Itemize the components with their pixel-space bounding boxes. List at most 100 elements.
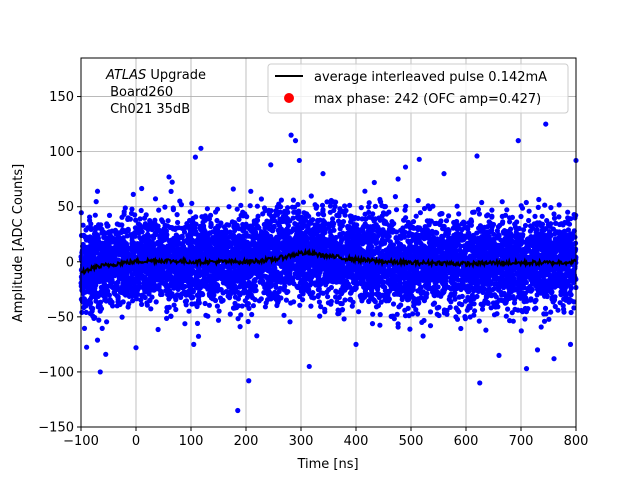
- scatter-point: [92, 314, 98, 321]
- scatter-point: [92, 212, 98, 218]
- scatter-point: [319, 202, 326, 208]
- scatter-point: [336, 294, 342, 300]
- scatter-point: [548, 309, 554, 315]
- scatter-point: [476, 211, 482, 217]
- scatter-point: [382, 203, 388, 210]
- scatter-point: [164, 315, 170, 321]
- scatter-point: [533, 305, 539, 311]
- scatter-point: [522, 222, 529, 229]
- scatter-point: [187, 209, 193, 215]
- scatter-point: [454, 203, 460, 209]
- scatter-point: [300, 199, 306, 205]
- scatter-point: [223, 289, 229, 295]
- scatter-point: [522, 316, 528, 322]
- scatter-point: [462, 298, 469, 304]
- scatter-point: [214, 303, 220, 309]
- scatter-point: [308, 193, 314, 199]
- scatter-point: [96, 317, 102, 323]
- scatter-point: [107, 232, 113, 239]
- scatter-point: [277, 285, 283, 291]
- scatter-point: [365, 204, 372, 210]
- scatter-point: [362, 211, 368, 217]
- scatter-point: [499, 199, 505, 205]
- scatter-point: [347, 242, 353, 249]
- scatter-point: [130, 191, 136, 197]
- scatter-point: [247, 203, 253, 209]
- scatter-point: [339, 301, 345, 307]
- scatter-point: [290, 197, 296, 203]
- scatter-point: [470, 209, 476, 215]
- scatter-point: [238, 312, 244, 318]
- scatter-point: [421, 205, 428, 212]
- scatter-point: [138, 207, 144, 214]
- scatter-point: [475, 206, 481, 212]
- scatter-point: [308, 218, 314, 224]
- scatter-point: [202, 268, 208, 274]
- scatter-point: [342, 265, 348, 271]
- scatter-point: [195, 333, 202, 339]
- scatter-point: [328, 301, 334, 307]
- scatter-point: [105, 223, 111, 229]
- scatter-point: [395, 176, 401, 182]
- scatter-point: [542, 202, 548, 208]
- scatter-point: [391, 291, 398, 297]
- scatter-point: [202, 213, 208, 219]
- scatter-point: [249, 311, 255, 318]
- scatter-point: [242, 298, 248, 304]
- scatter-point: [369, 321, 376, 327]
- scatter-point: [505, 306, 511, 312]
- scatter-point: [392, 194, 398, 200]
- scatter-point: [519, 205, 526, 211]
- scatter-point: [568, 309, 574, 316]
- scatter-point: [179, 241, 186, 247]
- scatter-point: [393, 207, 400, 213]
- scatter-point: [285, 205, 291, 211]
- scatter-point: [163, 288, 169, 294]
- scatter-point: [204, 206, 210, 212]
- scatter-point: [541, 318, 548, 324]
- scatter-point: [504, 207, 510, 213]
- scatter-point: [372, 203, 378, 209]
- scatter-point: [362, 188, 368, 194]
- scatter-point: [417, 210, 423, 216]
- scatter-point: [456, 309, 462, 315]
- scatter-point: [328, 284, 334, 291]
- scatter-point: [484, 250, 490, 256]
- scatter-point: [571, 305, 577, 311]
- scatter-point: [386, 209, 392, 215]
- scatter-point: [380, 227, 386, 233]
- scatter-point: [543, 311, 549, 317]
- scatter-point: [194, 320, 201, 326]
- scatter-point: [294, 222, 300, 228]
- scatter-point: [308, 303, 314, 309]
- scatter-point: [371, 179, 377, 186]
- scatter-point: [80, 222, 86, 228]
- scatter-point: [376, 268, 382, 274]
- scatter-point: [174, 212, 180, 218]
- scatter-point: [366, 240, 372, 246]
- scatter-point: [94, 337, 101, 343]
- scatter-point: [415, 311, 421, 317]
- scatter-point: [500, 219, 506, 225]
- scatter-point: [366, 200, 372, 206]
- scatter-point: [101, 229, 107, 235]
- scatter-point: [394, 311, 400, 317]
- scatter-point: [441, 223, 447, 229]
- scatter-point: [230, 186, 236, 192]
- scatter-point: [250, 303, 256, 309]
- scatter-point: [491, 312, 498, 318]
- scatter-point: [153, 299, 159, 305]
- scatter-point: [523, 199, 529, 206]
- scatter-point: [356, 309, 362, 315]
- scatter-point: [496, 235, 502, 241]
- scatter-point: [526, 217, 532, 224]
- scatter-point: [215, 317, 222, 323]
- scatter-point: [101, 234, 107, 240]
- scatter-point: [375, 303, 381, 309]
- scatter-point: [330, 216, 336, 222]
- scatter-point: [170, 205, 176, 211]
- scatter-point: [333, 288, 339, 294]
- scatter-point: [272, 282, 279, 288]
- scatter-point: [216, 308, 222, 314]
